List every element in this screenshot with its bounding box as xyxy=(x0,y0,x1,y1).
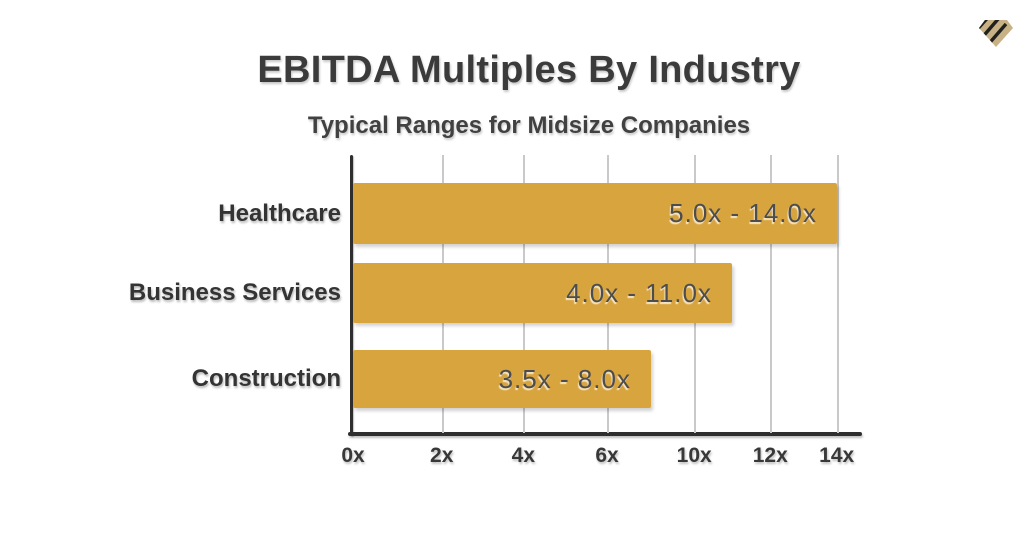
x-tick-label-10x: 10x xyxy=(676,444,712,467)
x-axis-tick-labels: 0x 2x 4x 6x 10x 12x 14x xyxy=(341,0,860,538)
y-axis-category-labels: Healthcare Business Services Construction xyxy=(0,0,341,538)
gridline xyxy=(836,155,839,433)
category-label-construction: Construction xyxy=(191,365,341,392)
plot-area: 5.0x - 14.0x 4.0x - 11.0x 3.5x - 8.0x xyxy=(348,155,862,436)
bar-value-label-construction: 3.5x - 8.0x xyxy=(498,363,631,394)
x-axis-line xyxy=(348,432,862,436)
x-tick-label-6x: 6x xyxy=(595,444,619,467)
bar-value-label-healthcare: 5.0x - 14.0x xyxy=(669,198,817,228)
chart-title: EBITDA Multiples By Industry xyxy=(257,49,801,91)
x-tick-label-2x: 2x xyxy=(430,444,454,467)
x-tick-label-12x: 12x xyxy=(752,444,788,467)
x-tick-label-14x: 14x xyxy=(819,444,855,467)
gem-icon xyxy=(979,20,1013,47)
x-tick-label-4x: 4x xyxy=(511,444,536,467)
bar-business-services: 4.0x - 11.0x xyxy=(353,263,732,323)
brand-gem-logo-icon xyxy=(977,16,1015,50)
y-axis-line xyxy=(350,155,353,436)
bar-value-label-business-services: 4.0x - 11.0x xyxy=(566,277,712,308)
category-label-healthcare: Healthcare xyxy=(218,199,341,227)
category-label-business-services: Business Services xyxy=(128,279,341,306)
chart-subtitle: Typical Ranges for Midsize Companies xyxy=(307,112,751,139)
bar-healthcare: 5.0x - 14.0x xyxy=(353,183,837,244)
gridline xyxy=(770,155,773,433)
x-tick-label-0x: 0x xyxy=(341,444,365,467)
bar-construction: 3.5x - 8.0x xyxy=(353,350,651,408)
